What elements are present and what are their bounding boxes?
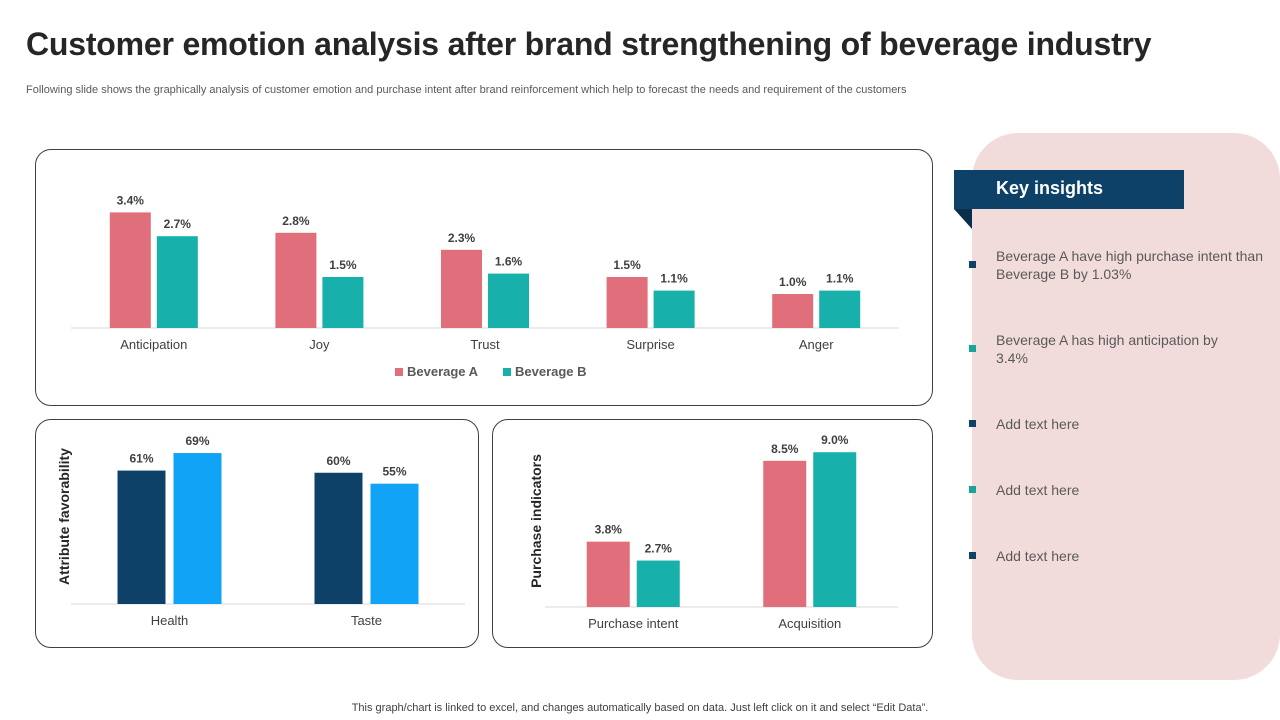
data-label: 1.1% bbox=[660, 272, 688, 286]
insight-item: Beverage A have high purchase intent tha… bbox=[996, 248, 1263, 282]
bullet-icon bbox=[969, 486, 976, 493]
emotion-chart-panel[interactable]: Anticipation 3.4% 2.7% Joy 2.8% 1.5% Trust 2.3%… bbox=[35, 149, 933, 406]
data-label: 69% bbox=[185, 434, 209, 448]
bar-beverage-a bbox=[275, 232, 317, 328]
bar-beverage-b bbox=[322, 277, 364, 328]
data-label: 60% bbox=[326, 454, 350, 468]
x-tick-label: Acquisition bbox=[778, 616, 841, 631]
bar-series-2 bbox=[370, 483, 419, 604]
ribbon-fold bbox=[954, 209, 972, 229]
data-label: 3.8% bbox=[595, 523, 623, 537]
x-tick-label: Trust bbox=[470, 337, 500, 352]
data-label: 2.8% bbox=[282, 214, 310, 228]
legend-swatch bbox=[503, 368, 511, 376]
purchase-indicators-chart[interactable]: Purchase intent 3.8% 2.7% Acquisition 8.5% 9.… bbox=[493, 420, 934, 649]
insight-item: Add text here bbox=[996, 482, 1080, 498]
bar-series-2 bbox=[173, 453, 222, 604]
data-label: 9.0% bbox=[821, 433, 849, 447]
data-label: 3.4% bbox=[117, 193, 145, 207]
data-label: 55% bbox=[382, 465, 406, 479]
attribute-favorability-chart[interactable]: Health 61% 69% Taste 60% 55% Attribute favorab… bbox=[36, 420, 480, 649]
bar-beverage-a bbox=[441, 249, 482, 328]
attribute-favorability-panel[interactable]: Health 61% 69% Taste 60% 55% Attribute favorab… bbox=[35, 419, 479, 648]
x-tick-label: Surprise bbox=[626, 337, 674, 352]
x-tick-label: Anticipation bbox=[120, 337, 187, 352]
bar-beverage-b bbox=[819, 290, 861, 328]
data-label: 1.5% bbox=[613, 258, 641, 272]
x-tick-label: Purchase intent bbox=[588, 616, 679, 631]
bar-beverage-a bbox=[606, 277, 648, 328]
bar-beverage-a bbox=[772, 294, 814, 328]
y-axis-label: Attribute favorability bbox=[56, 448, 72, 585]
bar-beverage-b bbox=[813, 452, 857, 607]
x-tick-label: Health bbox=[151, 613, 189, 628]
key-insights-title: Key insights bbox=[996, 178, 1104, 198]
bar-beverage-a bbox=[763, 460, 807, 607]
data-label: 61% bbox=[129, 452, 153, 466]
data-label: 2.7% bbox=[164, 217, 192, 231]
footer-note: This graph/chart is linked to excel, and… bbox=[351, 702, 929, 714]
data-label: 1.1% bbox=[826, 272, 854, 286]
emotion-bar-chart[interactable]: Anticipation 3.4% 2.7% Joy 2.8% 1.5% Trust 2.3%… bbox=[36, 150, 934, 407]
data-label: 8.5% bbox=[771, 442, 799, 456]
bar-beverage-b bbox=[653, 290, 695, 328]
legend-swatch bbox=[395, 368, 403, 376]
data-label: 1.5% bbox=[329, 258, 357, 272]
bar-beverage-a bbox=[109, 212, 151, 328]
data-label: 1.6% bbox=[495, 255, 523, 269]
x-tick-label: Joy bbox=[309, 337, 330, 352]
insight-item: Beverage A has high anticipation by 3.4% bbox=[996, 332, 1218, 366]
insight-item: Add text here bbox=[996, 416, 1080, 432]
legend-label: Beverage B bbox=[515, 364, 587, 379]
purchase-indicators-panel[interactable]: Purchase intent 3.8% 2.7% Acquisition 8.5% 9.… bbox=[492, 419, 933, 648]
page-subtitle: Following slide shows the graphically an… bbox=[26, 84, 907, 96]
data-label: 2.7% bbox=[645, 542, 673, 556]
key-insights-ribbon bbox=[954, 170, 1184, 209]
bar-beverage-b bbox=[636, 560, 680, 607]
x-tick-label: Taste bbox=[351, 613, 382, 628]
bullet-icon bbox=[969, 552, 976, 559]
data-label: 2.3% bbox=[448, 231, 476, 245]
bar-beverage-b bbox=[488, 273, 529, 328]
bar-beverage-a bbox=[586, 541, 630, 607]
bullet-icon bbox=[969, 261, 976, 268]
page-title: Customer emotion analysis after brand st… bbox=[26, 26, 1152, 62]
bar-series-1 bbox=[314, 472, 363, 604]
insight-item: Add text here bbox=[996, 548, 1080, 564]
bar-beverage-b bbox=[156, 236, 198, 328]
bar-series-1 bbox=[117, 470, 166, 604]
key-insights-panel bbox=[972, 133, 1280, 680]
x-tick-label: Anger bbox=[799, 337, 834, 352]
legend-label: Beverage A bbox=[407, 364, 479, 379]
data-label: 1.0% bbox=[779, 275, 807, 289]
y-axis-label: Purchase indicators bbox=[528, 454, 544, 588]
bullet-icon bbox=[969, 345, 976, 352]
bullet-icon bbox=[969, 420, 976, 427]
